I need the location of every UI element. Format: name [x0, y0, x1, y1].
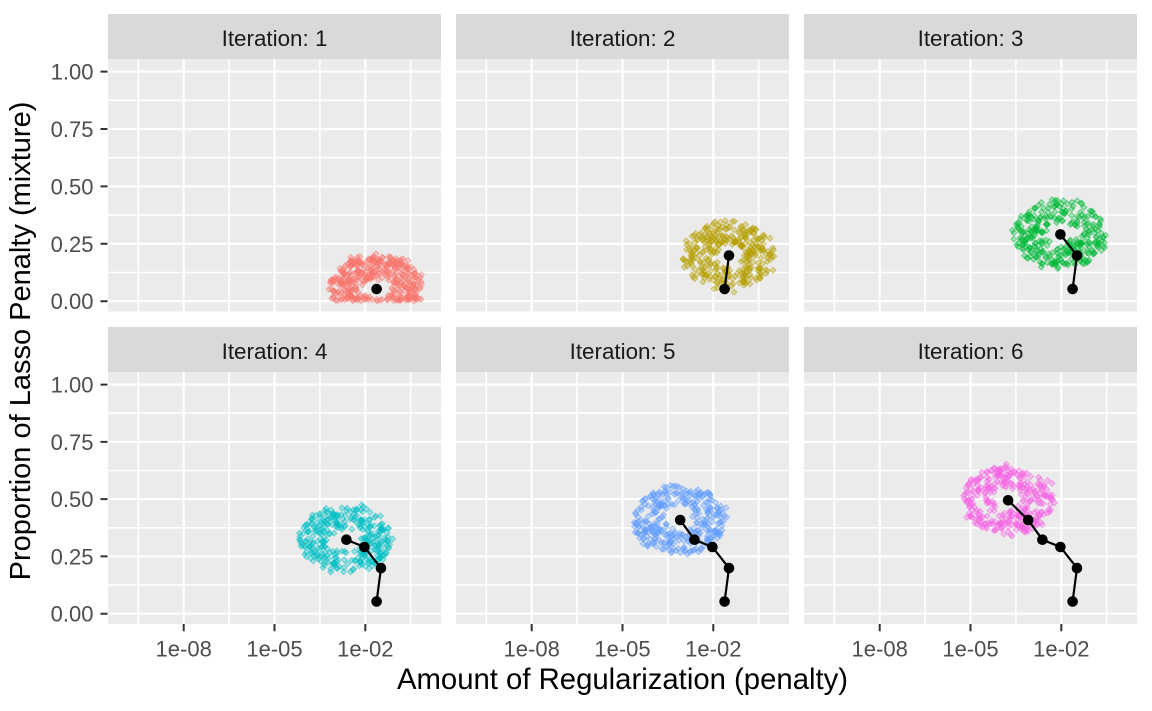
svg-text:0.25: 0.25 [51, 232, 94, 257]
svg-text:0.00: 0.00 [51, 602, 94, 627]
svg-text:Iteration: 1: Iteration: 1 [222, 26, 328, 51]
svg-text:1e-05: 1e-05 [942, 637, 998, 662]
svg-text:1e-05: 1e-05 [246, 637, 302, 662]
svg-text:1e-02: 1e-02 [337, 637, 393, 662]
svg-text:1.00: 1.00 [51, 60, 94, 85]
svg-text:0.25: 0.25 [51, 544, 94, 569]
svg-text:Amount of Regularization (pena: Amount of Regularization (penalty) [397, 663, 848, 696]
svg-text:1e-08: 1e-08 [504, 637, 560, 662]
svg-text:Iteration: 2: Iteration: 2 [570, 26, 676, 51]
svg-text:0.00: 0.00 [51, 289, 94, 314]
svg-text:1e-02: 1e-02 [1033, 637, 1089, 662]
svg-text:Iteration: 3: Iteration: 3 [918, 26, 1024, 51]
svg-text:Iteration: 6: Iteration: 6 [918, 339, 1024, 364]
svg-text:0.50: 0.50 [51, 174, 94, 199]
svg-text:Proportion of Lasso Penalty (m: Proportion of Lasso Penalty (mixture) [5, 102, 37, 581]
svg-text:Iteration: 4: Iteration: 4 [222, 339, 328, 364]
svg-text:1e-02: 1e-02 [685, 637, 741, 662]
svg-text:1e-05: 1e-05 [594, 637, 650, 662]
svg-text:1e-08: 1e-08 [852, 637, 908, 662]
svg-text:1e-08: 1e-08 [156, 637, 212, 662]
svg-text:Iteration: 5: Iteration: 5 [570, 339, 676, 364]
svg-text:0.50: 0.50 [51, 487, 94, 512]
svg-text:0.75: 0.75 [51, 430, 94, 455]
svg-text:0.75: 0.75 [51, 117, 94, 142]
svg-text:1.00: 1.00 [51, 373, 94, 398]
